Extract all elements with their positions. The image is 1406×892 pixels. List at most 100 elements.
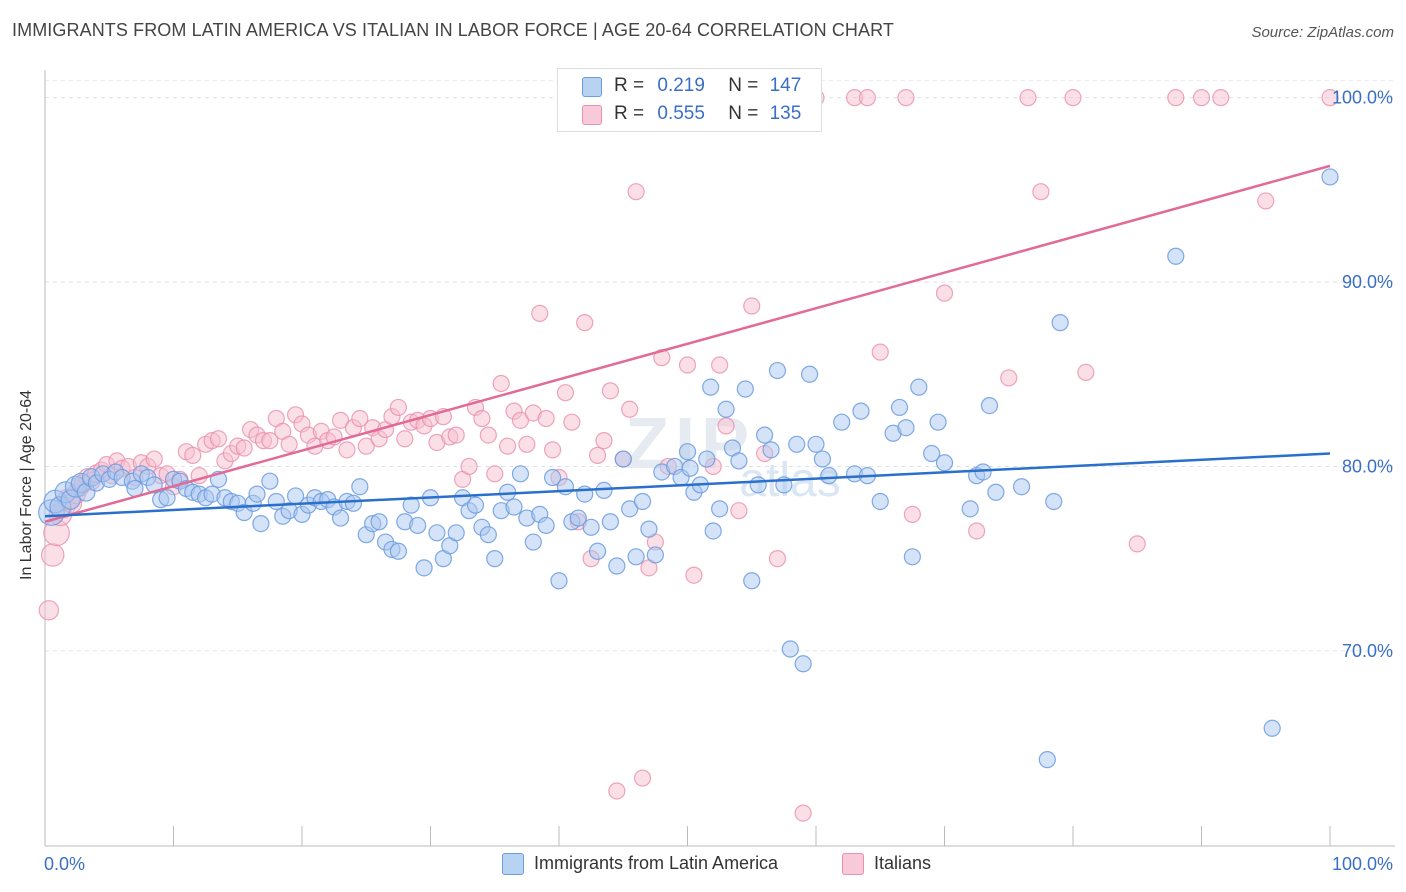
italians-point <box>499 437 517 455</box>
latin-america-point <box>409 516 427 535</box>
latin-america-point <box>145 476 163 494</box>
latin-america-point <box>428 524 446 542</box>
italians-point <box>1212 89 1230 107</box>
italians-point <box>479 426 497 444</box>
italians-point <box>537 409 555 428</box>
italians-point <box>1128 535 1146 553</box>
italians-point <box>871 343 889 361</box>
x-tick-label-min: 0.0% <box>44 854 85 874</box>
latin-america-point <box>717 400 735 418</box>
italians-point <box>717 417 735 435</box>
legend-r-label: R = <box>614 103 645 124</box>
latin-america-point <box>550 572 568 590</box>
italians-point <box>338 441 356 459</box>
y-axis-label: In Labor Force | Age 20-64 <box>18 389 35 580</box>
italians-point <box>389 398 407 417</box>
italians-point <box>473 409 491 428</box>
legend-swatch-blue <box>582 77 602 97</box>
italians-point <box>897 89 915 107</box>
italians-point <box>627 183 645 201</box>
italians-point <box>331 411 350 429</box>
latin-america-point <box>1045 492 1063 511</box>
latin-america-point <box>935 454 954 472</box>
latin-america-point <box>505 498 523 516</box>
latin-america-point <box>833 413 851 431</box>
latin-america-point <box>730 452 748 470</box>
latin-america-point <box>511 465 530 483</box>
legend-r-label: R = <box>614 75 645 96</box>
latin-america-point <box>582 518 600 536</box>
italians-point <box>903 505 921 523</box>
italians-point <box>588 446 607 464</box>
latin-america-point <box>1167 247 1185 265</box>
latin-america-point <box>524 533 542 551</box>
italians-point <box>608 782 626 800</box>
italians-point <box>460 457 478 476</box>
italians-point <box>235 439 253 457</box>
italians-point <box>184 446 202 464</box>
italians-point <box>396 430 414 448</box>
italians-point <box>633 769 652 787</box>
italians-point <box>858 89 877 107</box>
italians-point <box>935 284 954 302</box>
latin-america-point <box>923 444 941 463</box>
italians-point <box>685 566 703 584</box>
latin-america-point <box>466 496 485 514</box>
latin-america-point <box>743 572 761 590</box>
legend-swatch-pink <box>582 105 602 125</box>
legend-r-value: 0.219 <box>657 75 705 96</box>
latin-america-point <box>344 494 362 512</box>
italians-point <box>678 356 697 374</box>
italians-point <box>768 550 787 568</box>
latin-america-point <box>569 509 587 527</box>
italians-point <box>1077 363 1095 381</box>
italians-point <box>1192 89 1211 107</box>
latin-america-point <box>852 402 870 420</box>
latin-america-point <box>961 500 979 518</box>
italians-point <box>1032 183 1050 201</box>
latin-america-point <box>749 476 767 494</box>
italians-point <box>492 374 510 393</box>
trend-lines <box>44 164 1331 523</box>
latin-america-point <box>415 559 433 577</box>
latin-america-point <box>794 655 812 673</box>
latin-america-point <box>252 514 270 533</box>
legend-n-value: 135 <box>769 103 802 124</box>
italians-point <box>447 426 465 444</box>
latin-america-point <box>813 450 832 468</box>
latin-america-point <box>158 489 176 507</box>
latin-america-point <box>903 548 921 566</box>
x-tick-labels: 0.0% 100.0% <box>44 854 1393 874</box>
latin-america-point <box>980 396 999 415</box>
latin-america-point <box>711 500 729 518</box>
italians-point <box>595 432 613 450</box>
latin-america-points <box>38 168 1339 769</box>
latin-america-point <box>627 548 645 566</box>
legend-n-label: N = <box>728 103 759 124</box>
latin-america-point <box>370 513 388 531</box>
latin-america-point <box>646 546 664 564</box>
italians-point <box>543 441 562 459</box>
latin-america-point <box>681 459 699 477</box>
italians-point <box>601 382 620 400</box>
italians-trend-line <box>44 164 1331 523</box>
italians-point <box>511 411 530 429</box>
italians-point <box>794 804 812 822</box>
legend-n-value: 147 <box>769 75 802 96</box>
latin-america-point <box>910 378 928 396</box>
italians-point <box>1000 369 1018 387</box>
latin-america-point <box>768 361 787 380</box>
italians-point <box>280 435 298 453</box>
latin-america-point <box>447 524 465 542</box>
italians-point <box>743 297 761 315</box>
latin-america-point <box>486 550 504 568</box>
latin-america-point <box>543 468 562 487</box>
latin-america-point <box>389 542 407 560</box>
latin-america-point <box>890 398 909 417</box>
italians-point <box>563 413 581 431</box>
latin-america-point <box>1263 719 1281 737</box>
bottom-legend-label-italians: Italians <box>874 853 932 873</box>
latin-america-point <box>755 426 774 444</box>
italians-point <box>621 400 639 418</box>
y-tick-label: 80.0% <box>1342 456 1393 476</box>
